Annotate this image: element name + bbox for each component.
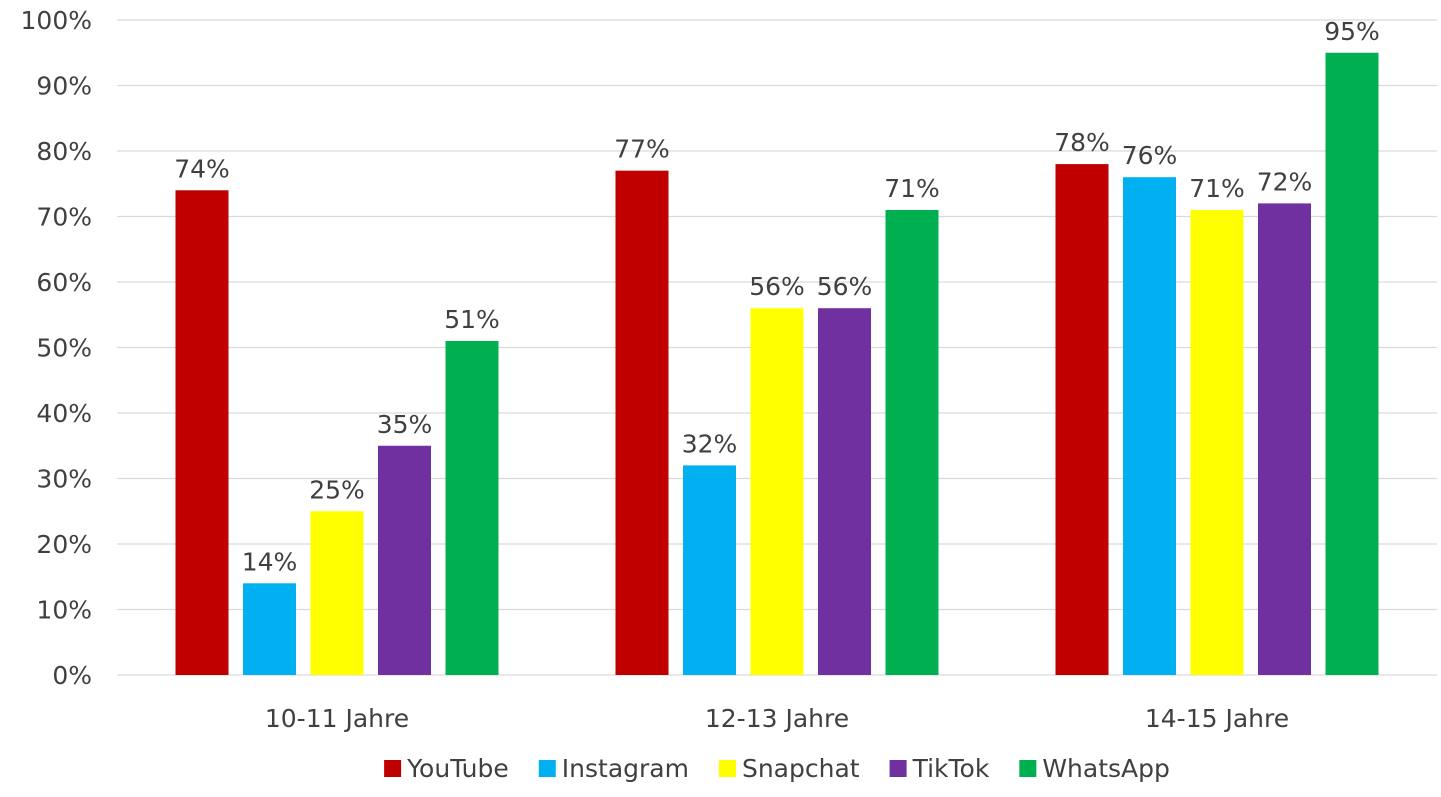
bar <box>750 308 804 675</box>
bar <box>310 511 364 675</box>
data-label: 14% <box>242 547 298 576</box>
legend-swatch <box>384 760 402 777</box>
data-label: 72% <box>1257 167 1313 196</box>
data-label: 56% <box>817 272 873 301</box>
legend-swatch <box>718 760 736 777</box>
y-tick-label: 90% <box>36 72 92 101</box>
data-label: 71% <box>1189 174 1245 203</box>
bar <box>175 190 229 676</box>
x-category-label: 12-13 Jahre <box>705 704 849 733</box>
legend-item: Instagram <box>538 754 689 783</box>
legend-label: Instagram <box>562 754 689 783</box>
bar <box>1190 209 1244 675</box>
legend-item: TikTok <box>889 754 990 783</box>
y-tick-label: 60% <box>36 268 92 297</box>
legend-item: WhatsApp <box>1019 754 1170 783</box>
data-labels: 74% 14% 25% 35% 51% 77% 32% 56% 56% 71% 78% 76% 71% 7… <box>174 17 1380 577</box>
bars <box>175 52 1379 676</box>
y-tick-label: 0% <box>52 661 92 690</box>
legend-item: Snapchat <box>718 754 860 783</box>
data-label: 25% <box>309 475 365 504</box>
x-category-label: 14-15 Jahre <box>1145 704 1289 733</box>
y-tick-label: 80% <box>36 137 92 166</box>
bar <box>1325 52 1379 675</box>
y-tick-label: 20% <box>36 530 92 559</box>
data-label: 76% <box>1122 141 1178 170</box>
x-category-label: 10-11 Jahre <box>265 704 409 733</box>
data-label: 78% <box>1054 128 1110 157</box>
bar <box>243 583 296 675</box>
data-label: 51% <box>444 305 500 334</box>
y-tick-label: 30% <box>36 465 92 494</box>
data-label: 35% <box>377 410 433 439</box>
legend-label: TikTok <box>912 754 990 783</box>
legend-item: YouTube <box>384 754 509 783</box>
y-tick-label: 10% <box>36 596 92 625</box>
y-axis-tick-labels: 0% 10% 20% 30% 40% 50% 60% 70% 80% 90% 100% <box>21 6 92 690</box>
bar <box>1258 203 1311 675</box>
legend-swatch <box>889 760 907 777</box>
legend-swatch <box>1019 760 1037 777</box>
y-tick-label: 40% <box>36 399 92 428</box>
data-label: 32% <box>682 429 738 458</box>
bar <box>885 209 939 675</box>
bar <box>818 308 871 675</box>
y-tick-label: 50% <box>36 334 92 363</box>
bar <box>445 340 499 675</box>
bar <box>378 445 431 675</box>
bar <box>615 170 669 675</box>
legend-label: WhatsApp <box>1042 754 1170 783</box>
legend: YouTube Instagram Snapchat TikTok WhatsApp <box>384 754 1170 783</box>
y-tick-label: 70% <box>36 203 92 232</box>
y-tick-label: 100% <box>21 6 92 35</box>
legend-label: Snapchat <box>742 754 860 783</box>
legend-swatch <box>538 760 556 777</box>
bar <box>683 465 736 675</box>
bar <box>1055 164 1109 675</box>
bar <box>1123 177 1176 675</box>
data-label: 95% <box>1324 17 1380 46</box>
legend-label: YouTube <box>406 754 509 783</box>
data-label: 74% <box>174 154 230 183</box>
data-label: 56% <box>749 272 805 301</box>
data-label: 71% <box>884 174 940 203</box>
data-label: 77% <box>614 135 670 164</box>
x-axis-category-labels: 10-11 Jahre 12-13 Jahre 14-15 Jahre <box>265 704 1289 733</box>
